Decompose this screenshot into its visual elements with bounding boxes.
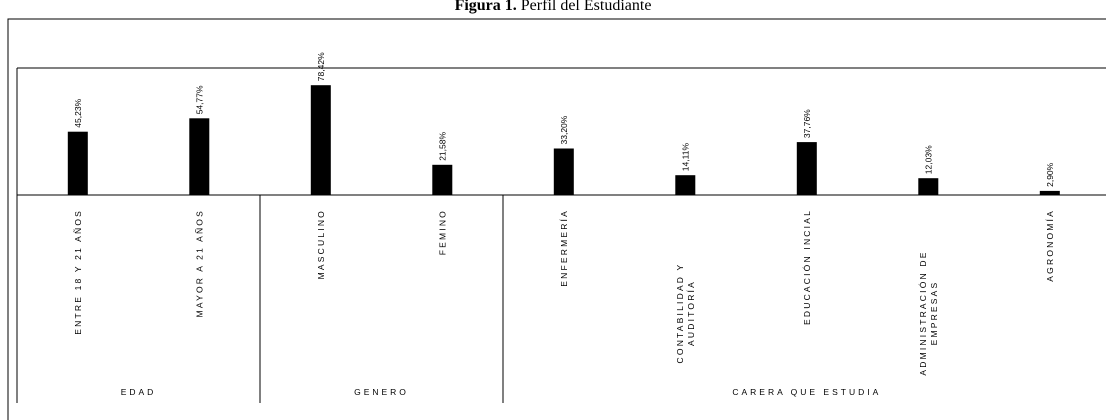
bar-value-label-7: 12,03% xyxy=(923,145,933,174)
bar-value-label-1: 54,77% xyxy=(194,85,204,114)
bar-0 xyxy=(67,131,88,195)
bar-value-label-6: 37,76% xyxy=(802,109,812,138)
value-labels-layer: 45,23% 54,77% 78,42% 21,58% 33,20% 14,11% 37,7… xyxy=(73,52,1055,187)
category-label-7-0: ADMINISTRACIÓN DE xyxy=(918,250,928,375)
bars-layer xyxy=(67,85,1060,195)
bar-value-label-0: 45,23% xyxy=(73,98,83,127)
group-label-1: GENERO xyxy=(354,387,409,397)
category-label-0-0: ENTRE 18 Y 21 AÑOS xyxy=(73,209,83,335)
category-label-6-0: EDUCACIÓN INCIAL xyxy=(802,209,812,325)
group-labels-layer: EDAD GENERO CARERA QUE ESTUDIA xyxy=(121,387,881,397)
bar-value-label-2: 78,42% xyxy=(316,52,326,81)
category-label-2-0: MASCULINO xyxy=(316,209,326,279)
category-label-3-0: FEMINO xyxy=(437,209,447,255)
bar-value-label-3: 21,58% xyxy=(437,132,447,161)
bar-8 xyxy=(1039,190,1060,195)
group-label-2: CARERA QUE ESTUDIA xyxy=(732,387,881,397)
bar-5 xyxy=(675,175,696,195)
bar-7 xyxy=(918,178,939,195)
category-label-4-0: ENFERMERÍA xyxy=(559,209,569,287)
category-label-5-1: AUDITORÍA xyxy=(686,280,696,346)
figure-title: Figura 1. Perfil del Estudiante xyxy=(455,0,652,14)
group-label-0: EDAD xyxy=(121,387,157,397)
category-label-8-0: AGRONOMÍA xyxy=(1045,209,1055,282)
outer-frame xyxy=(7,18,1106,420)
group-dividers-layer xyxy=(259,195,504,403)
bar-value-label-4: 33,20% xyxy=(559,115,569,144)
bar-value-label-8: 2,90% xyxy=(1045,162,1055,187)
bar-1 xyxy=(189,118,210,195)
bar-3 xyxy=(432,164,453,195)
category-label-1-0: MAYOR A 21 AÑOS xyxy=(194,209,204,317)
category-labels-layer: ENTRE 18 Y 21 AÑOS MAYOR A 21 AÑOS MASCULI… xyxy=(73,209,1055,376)
bar-value-label-5: 14,11% xyxy=(680,143,690,172)
category-label-5-0: CONTABILIDAD Y xyxy=(675,263,685,364)
bar-2 xyxy=(310,85,331,195)
category-label-7-1: EMPRESAS xyxy=(929,281,939,346)
bar-4 xyxy=(553,148,574,195)
figure-title-text: Perfil del Estudiante xyxy=(517,0,652,14)
figure-title-number: Figura 1. xyxy=(455,0,517,14)
bar-6 xyxy=(796,142,817,195)
